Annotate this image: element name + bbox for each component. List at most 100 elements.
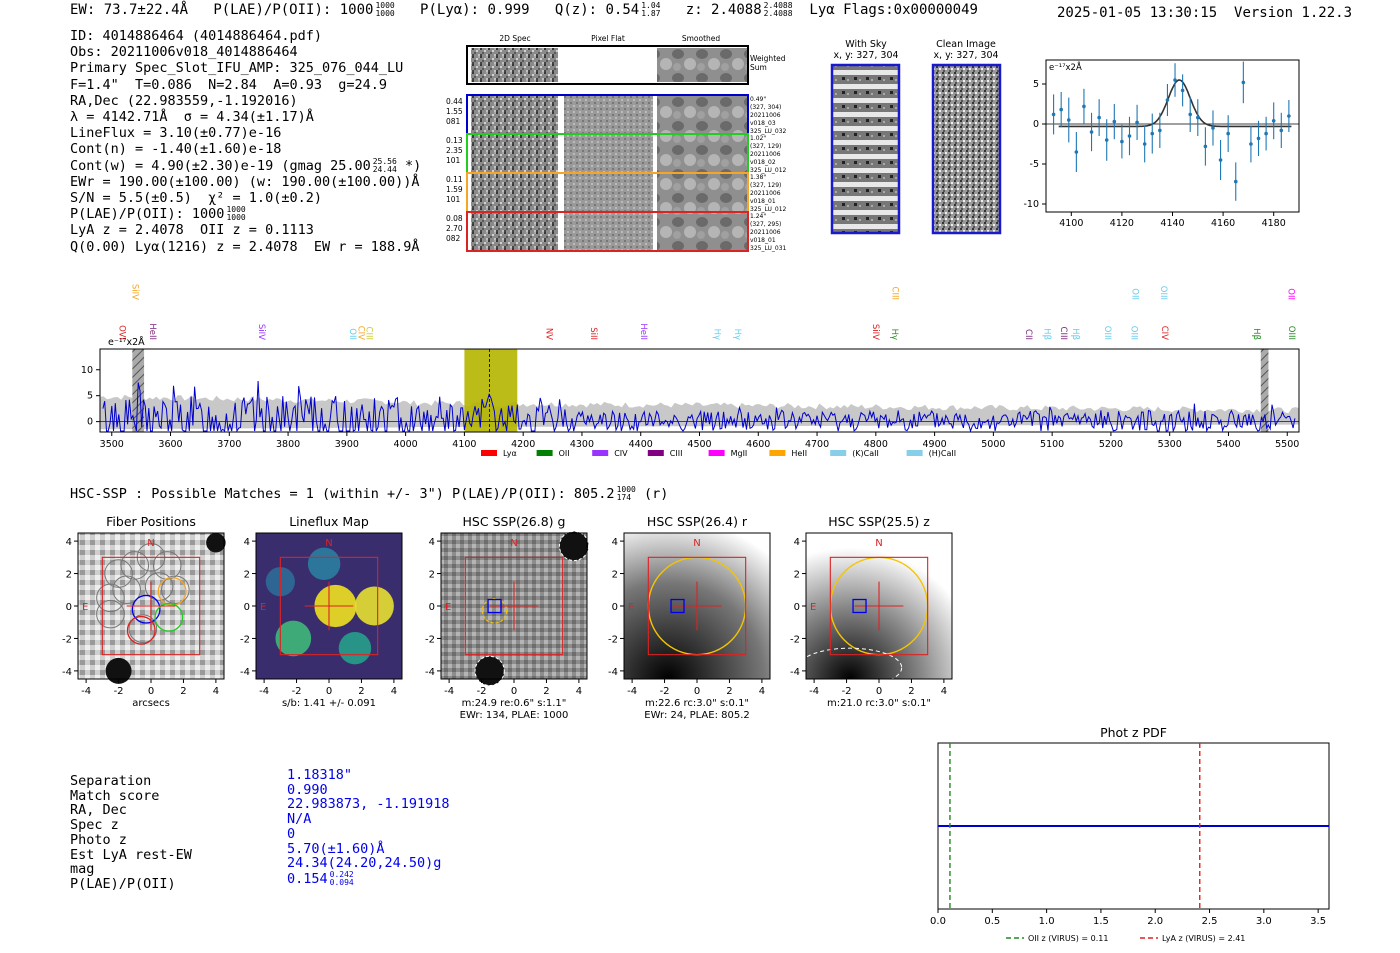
spectrum-xtick-label: 3700 [217, 439, 241, 450]
spectrum-legend-swatch [647, 450, 664, 456]
spectrum-line-marker: CIII [1058, 327, 1068, 340]
hsc-ytick-label: 0 [612, 602, 618, 613]
row-left-label: 0.11 [446, 175, 463, 184]
match-label: Match score [70, 787, 160, 804]
spectrum-legend-label: Lyα [503, 449, 517, 458]
row-right-label: (327, 295) [750, 221, 781, 228]
header-z: z: 2.4088 [685, 2, 762, 18]
header-qz: Q(z): 0.54 [554, 2, 640, 18]
hsc-ytick-label: 4 [429, 537, 435, 548]
col-title-smoothed: Smoothed [682, 34, 721, 43]
lineflux-blob [275, 620, 312, 657]
header-lya-flags: Lyα Flags:0x00000049 [809, 2, 978, 18]
zoom-data-point [1066, 118, 1071, 122]
hsc-xtick-label: -4 [444, 686, 454, 697]
row-pixelflat [564, 96, 653, 133]
weighted-sum-label-1: Weighted [750, 54, 786, 63]
zoom-data-point [1127, 134, 1132, 138]
hsc-bright-source [558, 530, 590, 562]
row-2dspec [471, 135, 558, 172]
match-value: 1.18318" [287, 767, 353, 783]
clean-image-coords: x, y: 327, 304 [933, 50, 998, 61]
row-pixelflat [564, 213, 653, 250]
zoom-data-point [1173, 78, 1177, 82]
row-left-label: 0.08 [446, 214, 463, 223]
spectrum-legend-swatch [536, 450, 553, 456]
header-summary: EW: 73.7±22.4Å P(LAE)/P(OII): 1000 1000 10… [70, 1, 978, 19]
row-right-label: v018_03 [750, 120, 776, 127]
spectrum-ytick-label: 10 [81, 365, 93, 376]
spectrum-line-marker: OII [347, 328, 357, 340]
info-id: ID: 4014886464 (4014886464.pdf) [70, 28, 322, 44]
match-label: Spec z [70, 817, 119, 834]
hsc-match-box [670, 598, 685, 614]
zoom-data-point [1211, 126, 1215, 130]
spectrum-line-marker: Hβ [1042, 328, 1052, 340]
row-right-label: 20211006 [750, 151, 781, 158]
row-left-label: 082 [446, 234, 461, 243]
hsc-panel-caption: s/b: 1.41 +/- 0.091 [282, 698, 376, 709]
header-datetime-version: 2025-01-05 13:30:15 Version 1.22.3 [1057, 5, 1352, 21]
hsc-xtick-label: 4 [759, 686, 765, 697]
zoom-data-point [1097, 115, 1101, 120]
spectrum-line-marker: OIII [1286, 326, 1296, 340]
col-title-pixelflat: Pixel Flat [591, 34, 625, 43]
spectrum-line-marker: OIII [1102, 326, 1112, 340]
hsc-ytick-label: 4 [244, 537, 250, 548]
fiber-circle [112, 575, 141, 605]
pdf-xtick-label: 3.5 [1310, 916, 1326, 927]
spectrum-xtick-label: 5100 [1040, 439, 1064, 450]
hsc-search-box [279, 556, 379, 656]
spectrum-legend-swatch [830, 450, 847, 456]
spectrum-legend-label: (H)CaII [929, 449, 956, 458]
info-contn: Cont(n) = -1.40(±1.60)e-18 [70, 141, 282, 158]
header-plae-sup: 1000 [375, 1, 395, 10]
fiber-circle-orange [157, 576, 187, 606]
hsc-panel-title: HSC SSP(26.8) g [463, 514, 566, 529]
info-lineflux: LineFlux = 3.10(±0.77)e-16 [70, 125, 282, 142]
hsc-panel-title: Fiber Positions [106, 514, 196, 529]
zoom-data-point [1158, 128, 1162, 133]
hsc-east-label: E [445, 602, 451, 613]
spectrum-line-marker: SiIV [870, 324, 880, 340]
hsc-ytick-label: 0 [429, 602, 435, 613]
hsc-xtick-label: -4 [259, 686, 269, 697]
spectrum-xtick-label: 3900 [335, 439, 359, 450]
spectrum-legend-label: (K)CaII [852, 449, 879, 458]
hsc-east-label: E [260, 602, 266, 613]
hsc-panel-title: HSC SSP(25.5) z [828, 514, 930, 529]
spectrum-xtick-label: 4600 [746, 439, 770, 450]
spectrum-xtick-label: 4100 [452, 439, 476, 450]
row-right-label: 20211006 [750, 190, 781, 197]
zoom-data-point [1135, 120, 1139, 125]
spectrum-line-marker: OII [1286, 288, 1296, 300]
info-radec: RA,Dec (22.983559,-1.192016) [70, 92, 298, 109]
hsc-ytick-label: -4 [608, 667, 618, 678]
clean-image-title: Clean Image [936, 39, 996, 50]
hsc-ytick-label: 2 [612, 570, 618, 581]
fiber-circle-red [126, 615, 156, 645]
zoom-unit-label: e⁻¹⁷x2Å [1049, 61, 1082, 73]
info-contw-sup: 25.56 [372, 156, 397, 166]
pdf-legend-label: OII z (VIRUS) = 0.11 [1028, 934, 1108, 943]
pdf-xtick-label: 0.0 [930, 916, 946, 927]
spectrum-legend-swatch [708, 450, 725, 456]
hsc-ytick-label: 0 [66, 602, 72, 613]
fiber-circle-blue [131, 594, 161, 624]
row-left-label: 2.35 [446, 146, 463, 155]
match-plae-sup: 0.242 [329, 869, 354, 879]
row-left-label: 0.44 [446, 97, 463, 106]
match-value: 5.70(±1.60)Å [287, 840, 385, 857]
header-plae: P(LAE)/P(OII): 1000 [213, 2, 374, 18]
spectrum-ytick-label: 0 [87, 417, 93, 428]
header-z-sup: 2.4088 [763, 1, 793, 10]
hsc-search-box [464, 556, 564, 656]
spectrum-legend-label: HeII [791, 449, 807, 458]
spectrum-xtick-label: 4700 [805, 439, 829, 450]
hsc-xtick-label: -4 [627, 686, 637, 697]
pdf-title: Phot z PDF [1100, 725, 1167, 740]
header-datetime: 2025-01-05 13:30:15 [1057, 5, 1218, 21]
zoom-data-point [1120, 139, 1124, 144]
hsc-aperture [481, 598, 508, 624]
header-qz-sup: 1.04 [641, 1, 661, 10]
